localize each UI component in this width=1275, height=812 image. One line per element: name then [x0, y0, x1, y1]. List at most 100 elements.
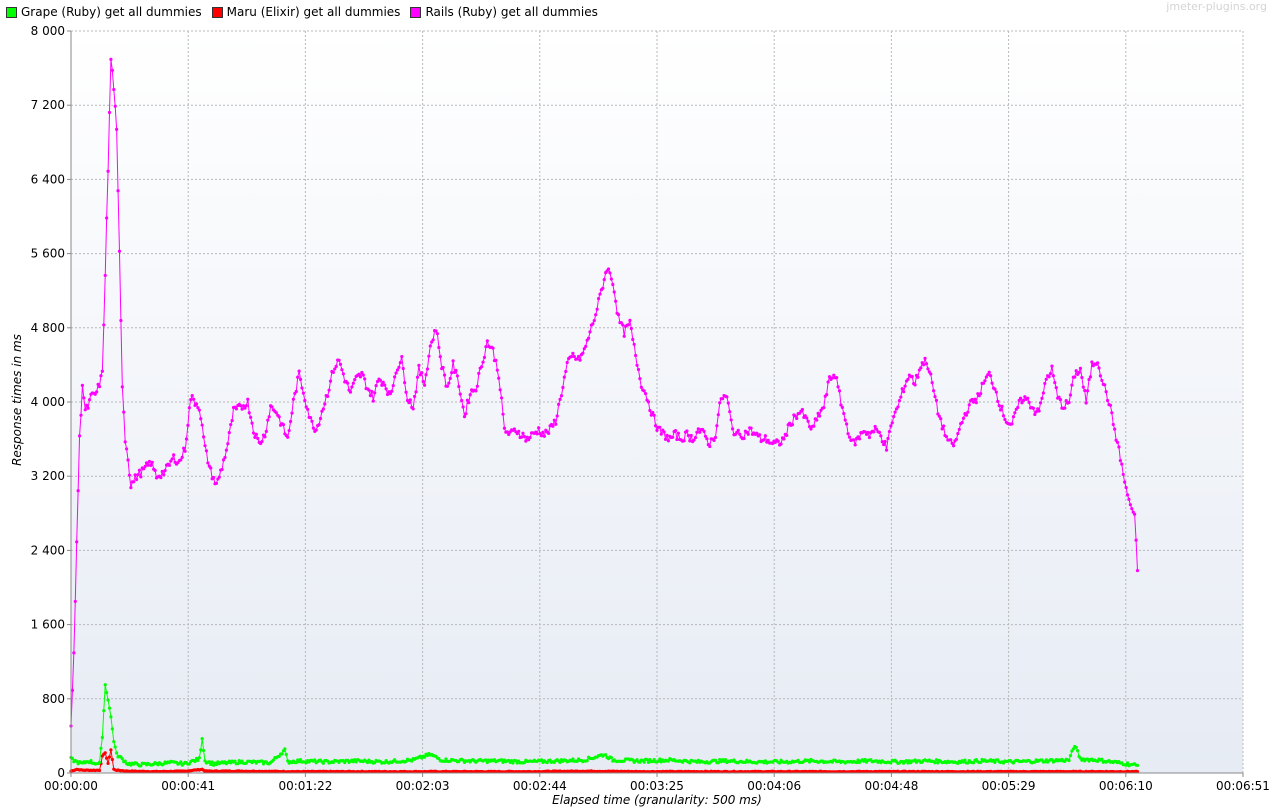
data-point: [375, 379, 380, 384]
data-point: [974, 401, 978, 405]
legend-swatch-rails: [410, 6, 422, 18]
data-point: [569, 355, 574, 359]
data-point: [728, 410, 732, 414]
data-point: [934, 398, 939, 402]
data-point: [632, 342, 636, 346]
data-point: [117, 249, 122, 253]
data-point: [105, 216, 109, 220]
data-point: [100, 369, 104, 373]
data-point: [601, 286, 605, 290]
data-point: [491, 346, 495, 350]
data-point: [629, 326, 633, 331]
data-point: [333, 367, 337, 371]
data-point: [227, 430, 231, 435]
data-point: [184, 437, 189, 441]
data-point: [420, 371, 424, 375]
data-point: [638, 377, 642, 381]
data-point: [303, 398, 307, 403]
data-point: [97, 384, 102, 389]
data-point: [517, 429, 521, 433]
data-point: [716, 413, 720, 417]
data-point: [646, 400, 651, 404]
data-point: [139, 764, 143, 768]
data-point: [187, 406, 191, 410]
data-point: [455, 374, 459, 378]
data-point: [1074, 369, 1078, 373]
data-point: [692, 438, 696, 442]
data-point: [421, 379, 425, 384]
data-point: [652, 758, 656, 762]
data-point: [778, 761, 782, 765]
data-point: [1130, 507, 1134, 511]
data-point: [581, 351, 585, 355]
data-point: [211, 475, 216, 480]
data-point: [149, 463, 153, 468]
data-point: [1124, 485, 1128, 490]
data-point: [1040, 396, 1044, 400]
data-point: [716, 761, 720, 765]
data-point: [649, 413, 653, 417]
data-point: [933, 395, 937, 399]
data-point: [807, 760, 812, 764]
data-point: [163, 468, 167, 473]
data-point: [984, 375, 988, 379]
data-point: [628, 318, 632, 322]
data-point: [447, 381, 451, 385]
data-point: [464, 412, 468, 416]
data-point: [562, 375, 566, 379]
data-point: [916, 375, 920, 379]
data-point: [1081, 385, 1085, 389]
data-point: [1041, 391, 1045, 395]
data-point: [442, 759, 447, 764]
data-point: [354, 760, 358, 764]
data-point: [1080, 375, 1084, 380]
data-point: [368, 394, 373, 398]
data-point: [957, 427, 961, 432]
data-point: [150, 460, 154, 464]
data-point: [676, 431, 680, 435]
data-point: [120, 385, 124, 389]
data-point: [688, 439, 692, 443]
data-point: [70, 756, 75, 761]
data-point: [1134, 538, 1138, 542]
data-point: [558, 397, 562, 401]
data-point: [809, 427, 813, 431]
data-point: [639, 385, 643, 389]
data-point: [926, 367, 930, 371]
data-point: [696, 427, 700, 431]
data-point: [983, 379, 987, 383]
data-point: [659, 432, 663, 436]
data-point: [435, 332, 440, 336]
data-point: [502, 426, 507, 430]
data-point: [236, 762, 240, 766]
data-point: [306, 407, 310, 411]
data-point: [194, 402, 199, 406]
data-point: [243, 406, 247, 410]
data-point: [103, 683, 107, 687]
grid: [71, 30, 1244, 773]
data-point: [1054, 385, 1058, 390]
data-point: [365, 760, 370, 765]
data-point: [845, 422, 849, 426]
data-point: [190, 393, 194, 398]
data-point: [441, 365, 445, 370]
data-point: [993, 387, 997, 391]
data-point: [203, 444, 207, 448]
data-point: [388, 392, 392, 396]
data-point: [806, 419, 810, 423]
data-point: [311, 426, 315, 430]
data-point: [1135, 568, 1140, 573]
data-point: [933, 761, 937, 765]
data-point: [666, 759, 671, 763]
y-tick-label: 0: [57, 766, 65, 780]
data-point: [934, 758, 939, 762]
data-point: [596, 296, 601, 301]
data-point: [1044, 758, 1048, 762]
data-point: [755, 431, 759, 435]
data-point: [913, 758, 917, 762]
data-point: [616, 312, 621, 317]
data-point: [103, 273, 107, 278]
data-point: [652, 413, 656, 417]
data-point: [847, 435, 852, 439]
data-point: [437, 345, 441, 350]
